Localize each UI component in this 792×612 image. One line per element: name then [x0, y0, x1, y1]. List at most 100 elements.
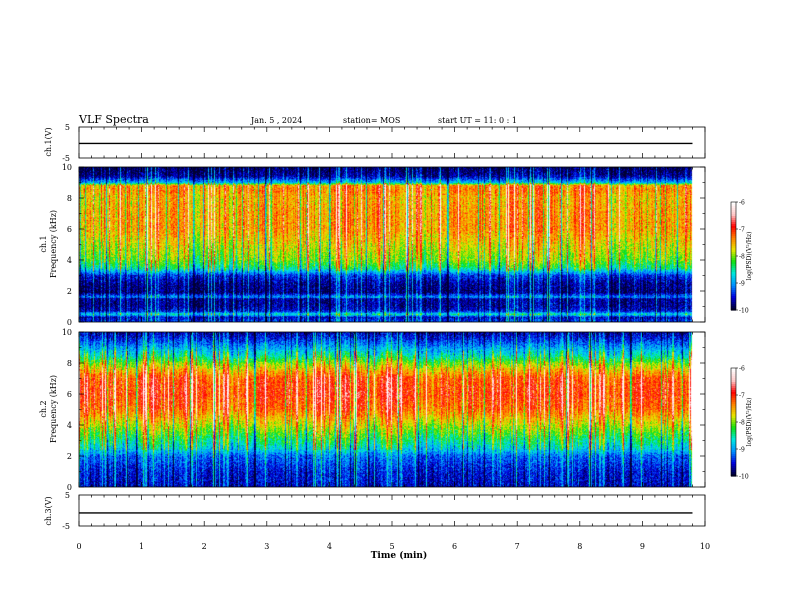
- colorbar-tick-label: -9: [739, 447, 745, 454]
- colorbar-segment: [731, 238, 736, 241]
- colorbar-segment: [731, 306, 736, 309]
- colorbar-segment: [731, 410, 736, 413]
- colorbar-segment: [731, 290, 736, 293]
- colorbar-segment: [731, 442, 736, 445]
- ch1-spectrogram-panel: 0 2 4 6 8 10 ch.1Frequency (kHz) -6 -7 -8 -9 -10 l…: [39, 163, 753, 327]
- colorbar-segment: [731, 464, 736, 467]
- ch1-voltage-ylabel: ch.1(V): [44, 127, 53, 156]
- colorbar-segment: [731, 302, 736, 305]
- ch2-spectrogram-panel: 0 2 4 6 8 10 ch.2Frequency (kHz) -6 -7 -8 -9 -10 l…: [39, 328, 753, 492]
- colorbar-segment: [731, 386, 736, 389]
- colorbar-segment: [731, 416, 736, 419]
- colorbar-segment: [731, 216, 736, 219]
- colorbar-segment: [731, 226, 736, 229]
- ch1-spectrogram-image: [79, 167, 705, 322]
- colorbar-segment: [731, 298, 736, 301]
- colorbar-label: log(PSD)(V²/Hz): [746, 232, 753, 281]
- ch3-voltage-ytick-top: 5: [65, 491, 70, 500]
- colorbar-segment: [731, 256, 736, 259]
- x-axis-tick-label: 3: [264, 542, 269, 551]
- colorbar-segment: [731, 384, 736, 387]
- x-axis-tick-label: 2: [202, 542, 207, 551]
- colorbar-segment: [731, 456, 736, 459]
- frequency-tick-label: 4: [67, 421, 72, 430]
- colorbar-segment: [731, 378, 736, 381]
- colorbar-segment: [731, 274, 736, 277]
- colorbar-tick-label: -10: [739, 474, 749, 481]
- colorbar-segment: [731, 466, 736, 469]
- ch1-spectrogram-ylabel: ch.1Frequency (kHz): [39, 210, 58, 278]
- colorbar-segment: [731, 214, 736, 217]
- colorbar-segment: [731, 244, 736, 247]
- colorbar-segment: [731, 232, 736, 235]
- ch1-voltage-ytick-top: 5: [65, 123, 70, 132]
- colorbar-segment: [731, 412, 736, 415]
- ch3-voltage-ylabel: ch.3(V): [44, 496, 53, 525]
- frequency-tick-label: 2: [67, 452, 72, 461]
- frequency-tick-label: 6: [67, 225, 72, 234]
- colorbar-segment: [731, 460, 736, 463]
- colorbar-segment: [731, 246, 736, 249]
- colorbar-segment: [731, 380, 736, 383]
- colorbar-segment: [731, 400, 736, 403]
- colorbar-segment: [731, 436, 736, 439]
- ch1-voltage-ticks: [78, 127, 706, 158]
- x-axis-title: Time (min): [371, 550, 428, 561]
- colorbar-segment: [731, 260, 736, 263]
- colorbar-segment: [731, 450, 736, 453]
- ch1-spectrogram-ticks: [78, 167, 706, 322]
- colorbar-segment: [731, 206, 736, 209]
- frequency-tick-label: 0: [67, 318, 72, 327]
- colorbar-segment: [731, 228, 736, 231]
- colorbar-segment: [731, 282, 736, 285]
- ch2-spectrogram-ylabel: ch.2Frequency (kHz): [39, 375, 58, 443]
- colorbar-segment: [731, 300, 736, 303]
- colorbar-segment: [731, 376, 736, 379]
- colorbar-label: log(PSD)(V²/Hz): [746, 398, 753, 447]
- colorbar-segment: [731, 270, 736, 273]
- x-axis-tick-labels: 0 1 2 3 4 5 6 7 8 9 10: [76, 542, 710, 551]
- colorbar-segment: [731, 394, 736, 397]
- colorbar-tick-label: -6: [739, 366, 745, 373]
- colorbar-segment: [731, 452, 736, 455]
- colorbar-segment: [731, 420, 736, 423]
- ch2-spectrogram-ticks: [78, 332, 706, 487]
- colorbar-tick-label: -7: [739, 393, 745, 400]
- colorbar-segment: [731, 272, 736, 275]
- x-axis-tick-label: 1: [139, 542, 144, 551]
- ch1-colorbar: -6 -7 -8 -9 -10 log(PSD)(V²/Hz): [730, 200, 753, 315]
- date-label: Jan. 5 , 2024: [250, 116, 302, 125]
- colorbar-segment: [731, 240, 736, 243]
- colorbar-segment: [731, 428, 736, 431]
- chart-title: VLF Spectra: [78, 113, 149, 126]
- colorbar-segment: [731, 414, 736, 417]
- colorbar-segment: [731, 220, 736, 223]
- ch1-voltage-panel: 5 -5 ch.1(V): [44, 123, 706, 163]
- colorbar-segment: [731, 440, 736, 443]
- colorbar-tick-label: -9: [739, 281, 745, 288]
- colorbar-segment: [731, 284, 736, 287]
- colorbar-segment: [731, 458, 736, 461]
- colorbar-segment: [731, 276, 736, 279]
- colorbar-segment: [731, 230, 736, 233]
- x-axis-tick-label: 8: [577, 542, 582, 551]
- colorbar-segment: [731, 382, 736, 385]
- colorbar-segment: [731, 218, 736, 221]
- ch3-voltage-ytick-bottom: -5: [62, 522, 70, 531]
- colorbar-segment: [731, 234, 736, 237]
- colorbar-segment: [731, 236, 736, 239]
- colorbar-segment: [731, 432, 736, 435]
- colorbar-segment: [731, 418, 736, 421]
- colorbar-tick-label: -8: [739, 254, 745, 261]
- colorbar-segment: [731, 396, 736, 399]
- colorbar-segment: [731, 370, 736, 373]
- x-axis-tick-label: 10: [700, 542, 710, 551]
- colorbar-segment: [731, 204, 736, 207]
- colorbar-segment: [731, 208, 736, 211]
- colorbar-segment: [731, 210, 736, 213]
- frequency-tick-label: 8: [67, 359, 72, 368]
- colorbar-segment: [731, 296, 736, 299]
- colorbar-segment: [731, 372, 736, 375]
- colorbar-segment: [731, 252, 736, 255]
